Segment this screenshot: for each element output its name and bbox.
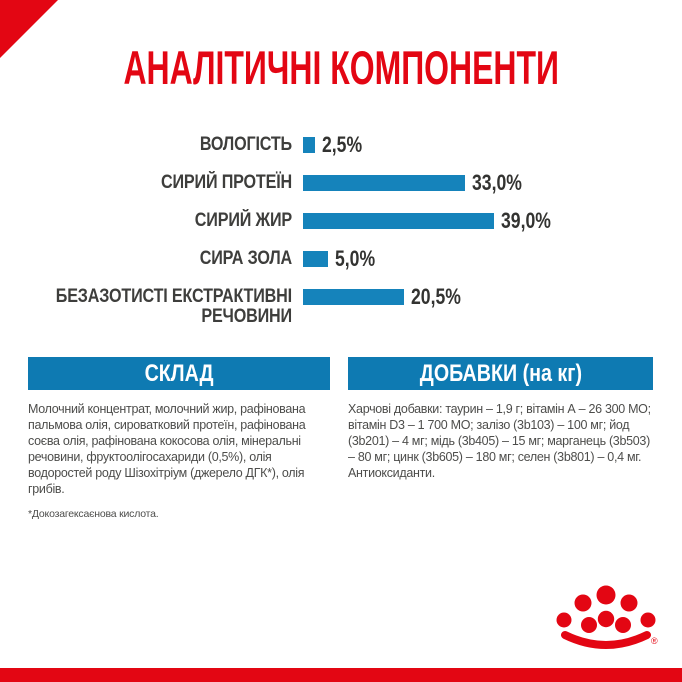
composition-footnote: *Докозагексаєнова кислота. <box>28 508 159 520</box>
section-composition: СКЛАД Молочний концентрат, молочний жир,… <box>28 357 330 521</box>
crown-dot <box>640 612 656 628</box>
composition-header-bar: СКЛАД <box>28 357 330 390</box>
additives-header-bar: ДОБАВКИ (на кг) <box>348 357 653 390</box>
chart-row: СИРИЙ ПРОТЕЇН 33,0% <box>0 170 682 195</box>
additives-body-text: Харчові добавки: таурин – 1,9 г; вітамін… <box>348 402 651 480</box>
crown-dot <box>596 585 616 605</box>
composition-body-text: Молочний концентрат, молочний жир, рафін… <box>28 402 306 496</box>
crown-dot <box>597 610 615 628</box>
chart-category-label: БЕЗАЗОТИСТІ ЕКСТРАКТИВНІ РЕЧОВИНИ <box>55 286 292 327</box>
section-additives: ДОБАВКИ (на кг) Харчові добавки: таурин … <box>348 357 653 481</box>
chart-row: СИРА ЗОЛА 5,0% <box>0 246 682 271</box>
chart-value-label: 20,5% <box>410 284 461 309</box>
composition-header-text: СКЛАД <box>144 359 214 387</box>
corner-accent-triangle <box>0 0 58 58</box>
chart-value-label: 39,0% <box>501 208 552 233</box>
chart-value-label: 2,5% <box>322 132 363 157</box>
crown-dot <box>620 594 638 612</box>
chart-bar <box>303 289 404 305</box>
chart-category-label: СИРА ЗОЛА <box>199 248 292 269</box>
chart-bar <box>303 175 465 191</box>
crown-dot <box>581 617 597 633</box>
chart-bar <box>303 137 316 153</box>
crown-dot <box>556 612 572 628</box>
chart-category-label: ВОЛОГІСТЬ <box>199 134 292 155</box>
analytical-components-chart: ВОЛОГІСТЬ 2,5% СИРИЙ ПРОТЕЇН 33,0% СИРИЙ… <box>0 132 682 345</box>
chart-category-label: СИРИЙ ЖИР <box>194 210 292 231</box>
page-title: АНАЛІТИЧНІ КОМПОНЕНТИ <box>0 41 682 94</box>
chart-category-label: СИРИЙ ПРОТЕЇН <box>160 172 292 193</box>
chart-value-label: 5,0% <box>334 246 375 271</box>
crown-arc <box>561 631 651 649</box>
chart-row: БЕЗАЗОТИСТІ ЕКСТРАКТИВНІ РЕЧОВИНИ 20,5% <box>0 284 682 327</box>
chart-row: СИРИЙ ЖИР 39,0% <box>0 208 682 233</box>
bottom-red-bar <box>0 668 682 682</box>
chart-value-label: 33,0% <box>471 170 522 195</box>
chart-row: ВОЛОГІСТЬ 2,5% <box>0 132 682 157</box>
crown-dot <box>615 617 631 633</box>
royal-canin-crown-logo: ® <box>556 585 658 649</box>
page-title-text: АНАЛІТИЧНІ КОМПОНЕНТИ <box>123 41 559 94</box>
chart-bar <box>303 251 328 267</box>
chart-bar <box>303 213 495 229</box>
registered-mark: ® <box>651 636 658 646</box>
additives-header-text: ДОБАВКИ (на кг) <box>419 359 582 387</box>
crown-dot <box>574 594 592 612</box>
